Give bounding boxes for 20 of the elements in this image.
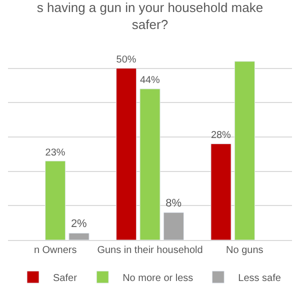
bar — [45, 160, 66, 240]
bar — [163, 212, 184, 240]
bar — [68, 232, 90, 240]
x-tick-label: Guns in their household — [97, 245, 203, 256]
bar — [234, 61, 255, 240]
legend-label: Safer — [53, 272, 78, 284]
legend-label: Less safe — [238, 272, 282, 284]
bar — [116, 68, 137, 240]
bar — [210, 144, 232, 240]
chart-title: s having a gun in your household make safer? — [36, 0, 264, 32]
bar — [140, 88, 160, 240]
data-label: 50% — [116, 54, 136, 66]
data-label: 28% — [210, 130, 232, 142]
x-tick-label: No guns — [226, 245, 264, 256]
x-tick-label: n Owners — [34, 245, 77, 256]
data-label: 44% — [140, 75, 160, 86]
data-label: 23% — [45, 147, 66, 158]
legend-label: No more or less — [122, 272, 194, 284]
data-label: 2% — [70, 218, 88, 230]
data-label: 8% — [166, 198, 182, 210]
